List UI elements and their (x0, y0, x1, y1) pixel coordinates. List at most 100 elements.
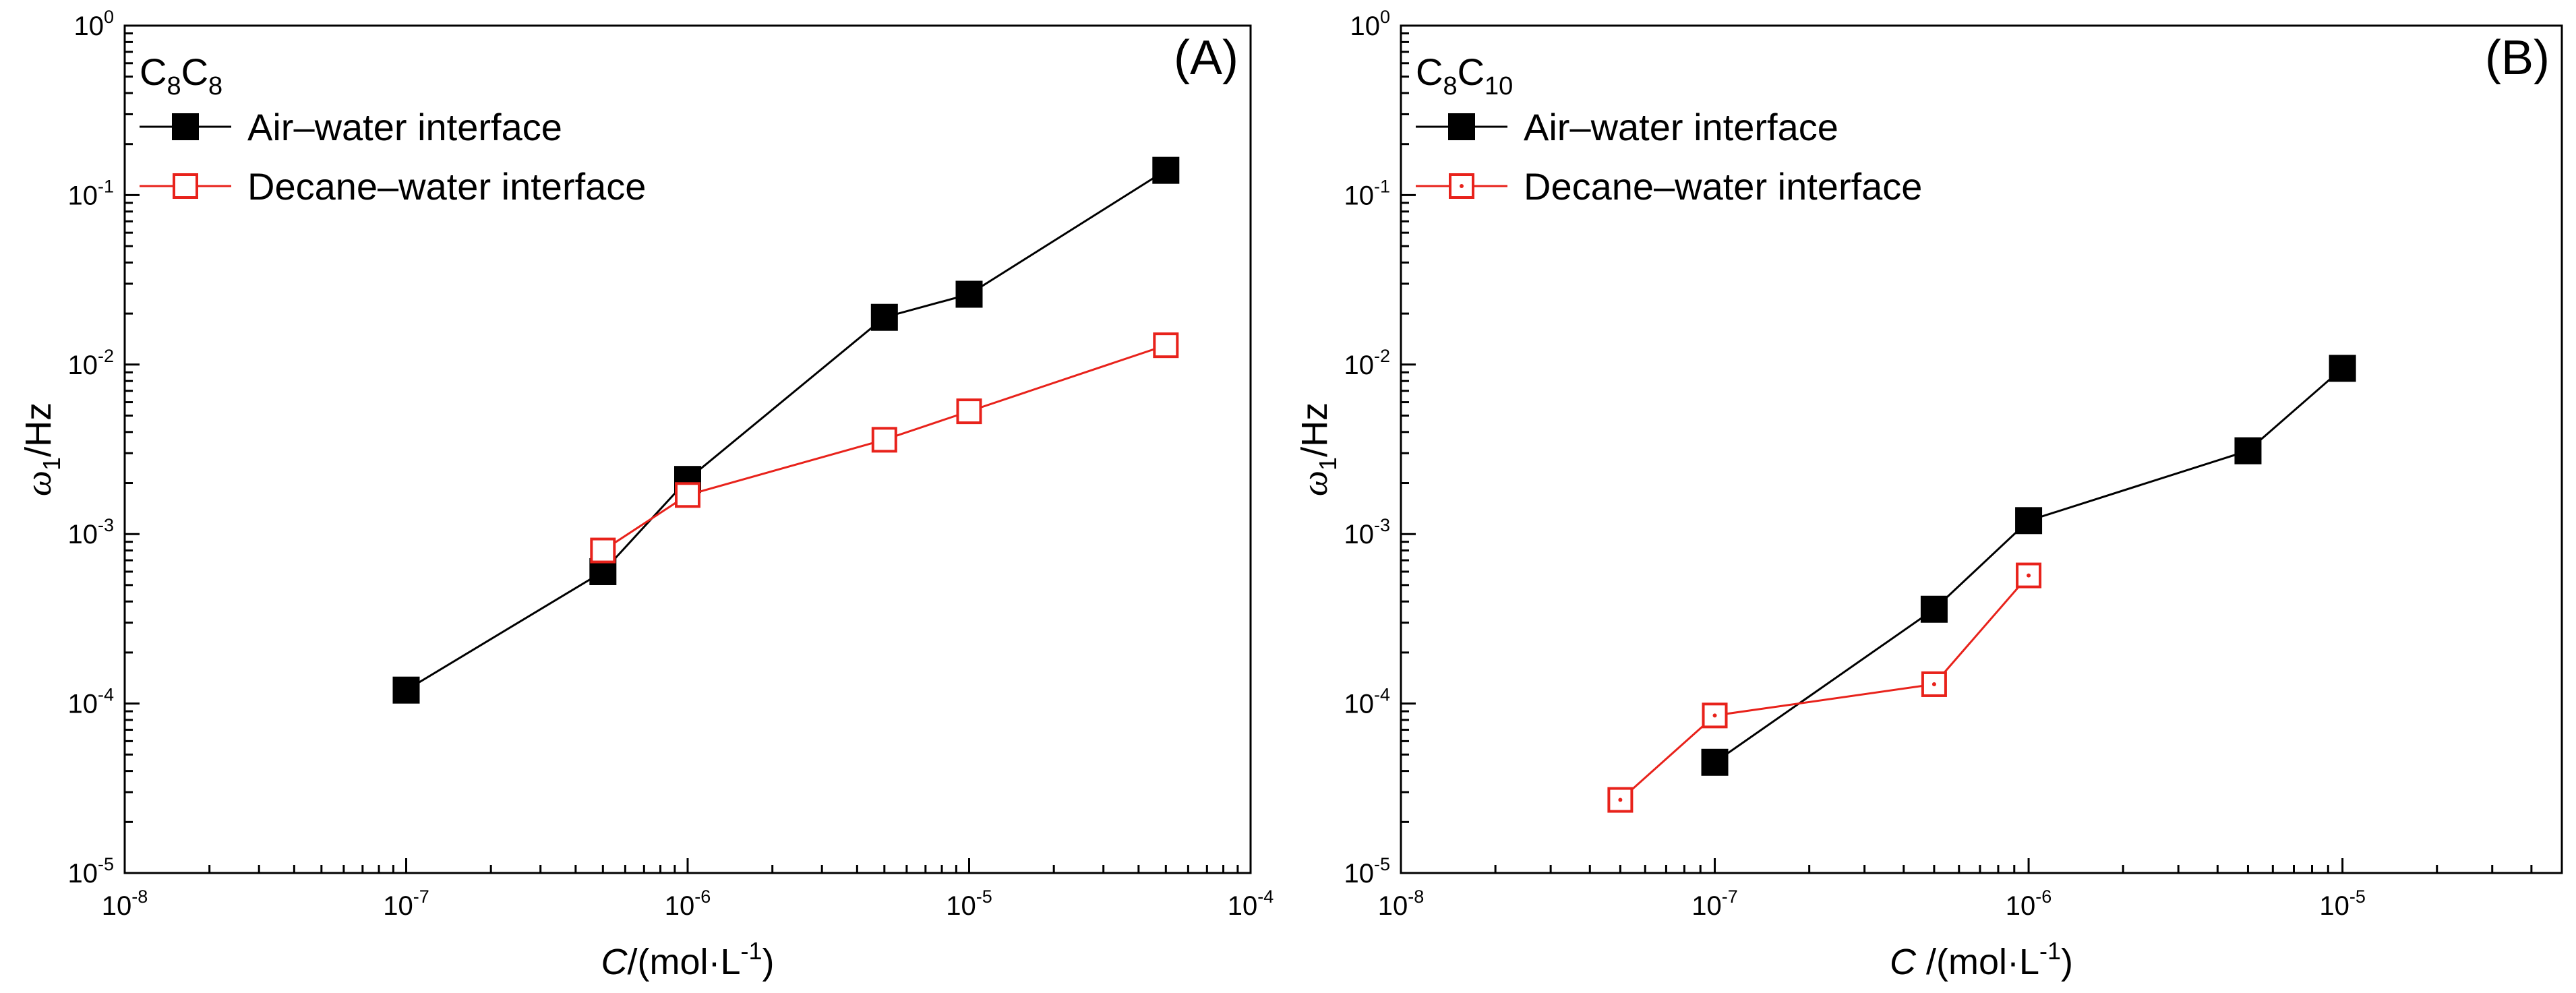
y-tick-label: 10-4 (1344, 685, 1390, 719)
y-tick-exponent: -5 (98, 854, 114, 874)
y-tick-base: 10 (1344, 181, 1374, 210)
chart-panel-1: 10-8 10-7 10-6 10-5 10-410-510-410-310-210-1… (18, 7, 1274, 982)
x-tick-exponent: -6 (2035, 886, 2051, 907)
x-tick-exponent: -7 (413, 886, 429, 907)
y-tick-label: 10-3 (67, 515, 114, 549)
x-tick-label: 10-5 (2319, 886, 2366, 921)
x-tick-exponent: -5 (976, 886, 992, 907)
x-axis-variable: C (1890, 942, 1917, 982)
y-tick-base: 10 (1344, 520, 1374, 549)
x-tick-label: 10-4 (1228, 886, 1274, 921)
y-tick-exponent: -1 (98, 176, 114, 196)
y-tick-exponent: -3 (98, 515, 114, 535)
x-tick-base: 10 (102, 891, 132, 921)
x-tick-exponent: -8 (1408, 886, 1424, 907)
series-2 (1607, 562, 2042, 813)
x-tick-exponent: -8 (131, 886, 148, 907)
data-point (1701, 748, 1729, 776)
data-point (955, 280, 983, 308)
data-point (2234, 437, 2262, 464)
y-tick-exponent: -2 (98, 346, 114, 366)
x-tick-exponent: -7 (1722, 886, 1738, 907)
x-tick-base: 10 (2006, 891, 2036, 921)
x-axis-unit-exponent: -1 (741, 937, 762, 965)
y-tick-exponent: -2 (1374, 346, 1390, 366)
y-tick-label: 10-5 (1344, 854, 1390, 889)
data-point (870, 303, 898, 331)
compound-base: C (1458, 51, 1485, 93)
x-tick-label: 10-8 (1378, 886, 1425, 921)
x-axis-unit: /(mol·L (1916, 942, 2039, 982)
x-tick-base: 10 (946, 891, 976, 921)
legend: Air–water interface Decane–water interfac… (1416, 106, 1922, 208)
legend-label: Air–water interface (247, 106, 562, 148)
chart-panel-2: 10-8 10-7 10-6 10-510-510-410-310-210-1100C… (1294, 7, 2563, 982)
y-tick-base: 10 (1344, 351, 1374, 380)
y-tick-base: 10 (67, 351, 98, 380)
y-tick-exponent: -1 (1374, 176, 1390, 196)
panel-label: (A) (1174, 31, 1238, 85)
panel-label: (B) (2485, 31, 2550, 85)
x-tick-base: 10 (383, 891, 413, 921)
x-tick-base: 10 (665, 891, 695, 921)
series-line (1619, 574, 2030, 801)
y-axis-symbol: ω (18, 471, 59, 496)
compound-subscript: 8 (1443, 72, 1457, 100)
data-point (2329, 355, 2356, 382)
data-point-center-dot (1460, 184, 1464, 188)
y-tick-exponent: -4 (1374, 685, 1390, 705)
data-point-center-dot (2027, 573, 2031, 578)
x-axis-label: C /(mol·L-1) (1890, 937, 2073, 982)
x-tick-label: 10-7 (383, 886, 429, 921)
compound-label: C8C8 (140, 51, 222, 100)
y-tick-exponent: -5 (1374, 854, 1390, 874)
series-line (405, 169, 1167, 691)
data-point (871, 427, 897, 453)
y-tick-label: 10-2 (67, 346, 114, 380)
data-point (1449, 173, 1474, 199)
y-tick-exponent: 0 (104, 7, 114, 27)
compound-subscript: 8 (208, 72, 222, 100)
data-point (675, 482, 700, 508)
compound-base: C (1416, 51, 1443, 93)
y-axis-symbol: ω (1294, 471, 1335, 496)
y-tick-label: 100 (73, 7, 114, 41)
y-tick-base: 10 (73, 11, 104, 41)
x-tick-exponent: -5 (2349, 886, 2366, 907)
y-axis-unit: /Hz (1294, 402, 1335, 457)
y-tick-label: 10-4 (67, 685, 114, 719)
y-tick-exponent: -3 (1374, 515, 1390, 535)
data-point (956, 398, 982, 425)
data-point (1153, 332, 1179, 359)
y-tick-base: 10 (1344, 859, 1374, 889)
x-tick-base: 10 (1228, 891, 1258, 921)
data-point (590, 537, 616, 564)
compound-subscript: 8 (167, 72, 181, 100)
x-axis-label: C/(mol·L-1) (601, 937, 774, 982)
x-tick-base: 10 (1378, 891, 1408, 921)
data-point (1152, 156, 1180, 184)
x-tick-label: 10-6 (2006, 886, 2052, 921)
legend-label: Decane–water interface (247, 165, 646, 208)
y-tick-base: 10 (1344, 690, 1374, 719)
x-tick-exponent: -6 (694, 886, 711, 907)
compound-label: C8C10 (1416, 51, 1513, 100)
y-tick-base: 10 (67, 181, 98, 210)
data-point (2015, 507, 2043, 535)
legend-label: Air–water interface (1524, 106, 1838, 148)
x-axis-unit-close: ) (2061, 942, 2073, 982)
plot-frame (123, 24, 1252, 874)
y-tick-base: 10 (67, 520, 98, 549)
x-tick-base: 10 (2319, 891, 2349, 921)
y-tick-label: 100 (1350, 7, 1390, 41)
x-tick-label: 10-6 (665, 886, 711, 921)
data-point-center-dot (1618, 798, 1623, 802)
y-tick-label: 10-5 (67, 854, 114, 889)
x-axis-unit: /(mol·L (627, 942, 740, 982)
x-tick-label: 10-7 (1691, 886, 1738, 921)
data-point-center-dot (1712, 713, 1717, 718)
x-tick-exponent: -4 (1257, 886, 1274, 907)
data-point (392, 676, 420, 704)
y-tick-exponent: -4 (98, 685, 114, 705)
x-axis-unit-exponent: -1 (2039, 937, 2061, 965)
